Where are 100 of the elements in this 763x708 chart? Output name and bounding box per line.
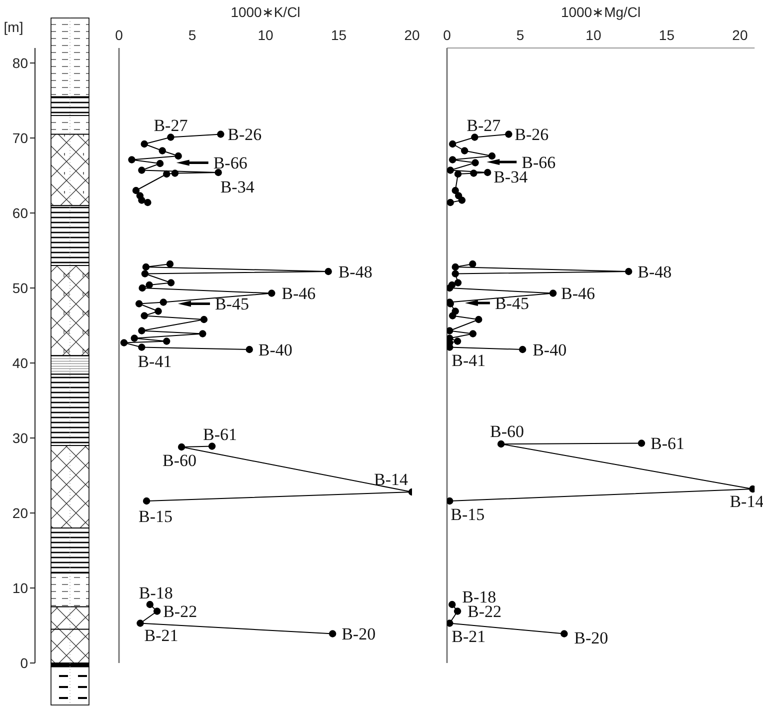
annotation: B-15	[450, 504, 485, 524]
point	[208, 442, 216, 450]
point	[138, 344, 146, 351]
point	[625, 268, 632, 276]
y-tick-label: 20	[12, 504, 28, 521]
point	[324, 268, 332, 276]
y-tick-label: 10	[12, 580, 28, 596]
point	[475, 316, 482, 324]
annotation: B-34	[220, 177, 255, 196]
point	[471, 134, 478, 141]
annotation: B-22	[163, 602, 198, 622]
x-axis-title: 1000∗Mg/Cl	[560, 4, 641, 20]
point	[158, 147, 166, 154]
point	[497, 440, 505, 448]
point	[452, 186, 459, 194]
point	[178, 443, 186, 451]
x-tick-label: 5	[188, 27, 196, 43]
point	[470, 170, 478, 177]
annotation: B-41	[452, 351, 486, 370]
annotation: B-26	[228, 125, 262, 144]
point	[200, 316, 208, 324]
annotation: B-45	[214, 294, 249, 314]
x-tick-label: 5	[516, 27, 524, 43]
point	[146, 600, 154, 608]
y-tick-label: 0	[20, 654, 28, 671]
annotation: B-20	[342, 624, 376, 644]
point	[749, 485, 755, 493]
point	[163, 338, 170, 345]
annotation: B-46	[561, 284, 596, 304]
annotation: B-18	[138, 583, 173, 602]
point	[132, 186, 140, 194]
point	[142, 497, 150, 505]
point	[638, 440, 646, 447]
point	[560, 630, 568, 638]
x-tick-label: 15	[330, 27, 347, 43]
point	[447, 198, 454, 206]
point	[138, 284, 146, 292]
x-tick-label: 0	[115, 27, 124, 43]
x-tick-label: 20	[732, 27, 748, 43]
point	[448, 140, 456, 148]
point	[160, 298, 167, 306]
point	[136, 620, 144, 627]
annotation: B-27	[466, 116, 502, 136]
point	[447, 166, 454, 174]
y-tick-label: 30	[12, 430, 28, 446]
point	[448, 156, 456, 164]
point	[447, 284, 454, 292]
point	[452, 263, 459, 271]
point	[246, 346, 253, 354]
annotation: B-14	[730, 492, 763, 511]
x-tick-label: 10	[586, 27, 602, 43]
point	[454, 170, 462, 178]
point	[167, 134, 174, 141]
annotation: B-21	[452, 627, 486, 646]
point	[142, 263, 150, 271]
point	[163, 170, 170, 178]
y-tick-label: 50	[12, 280, 28, 296]
point	[214, 168, 222, 176]
annotation: B-26	[514, 125, 549, 144]
point	[448, 312, 456, 320]
annotation: B-40	[532, 340, 567, 360]
annotation: B-60	[490, 422, 524, 441]
annotation: B-41	[138, 352, 172, 372]
point	[454, 338, 462, 345]
point	[454, 608, 462, 615]
point	[171, 170, 179, 177]
point	[153, 608, 161, 615]
x-axis-title: 1000∗K/Cl	[230, 4, 300, 20]
annotation: B-40	[258, 340, 292, 360]
annotation: B-48	[638, 262, 672, 282]
point	[128, 156, 136, 164]
point	[484, 168, 492, 176]
point	[447, 327, 454, 334]
annotation: B-21	[144, 626, 178, 646]
point	[146, 281, 153, 289]
point	[447, 344, 454, 351]
point	[452, 270, 459, 278]
annotation: B-61	[650, 434, 685, 454]
point	[154, 308, 162, 315]
annotation: B-60	[162, 450, 197, 470]
point	[458, 196, 466, 204]
point	[144, 198, 152, 206]
y-tick-label: 60	[12, 204, 28, 221]
annotation: B-46	[282, 284, 316, 304]
annotation: B-27	[154, 116, 188, 136]
point	[199, 330, 206, 338]
point	[518, 346, 526, 354]
annotation: B-45	[494, 294, 529, 313]
point	[138, 196, 146, 204]
y-axis-title: [m]	[4, 19, 24, 35]
point	[447, 497, 454, 505]
point	[138, 166, 146, 174]
point	[469, 260, 476, 268]
point	[120, 339, 128, 346]
annotation: B-20	[574, 628, 608, 648]
point	[140, 312, 148, 320]
annotation: B-15	[138, 506, 173, 526]
x-tick-label: 10	[258, 27, 274, 43]
x-tick-label: 15	[658, 27, 675, 43]
point	[167, 279, 175, 286]
